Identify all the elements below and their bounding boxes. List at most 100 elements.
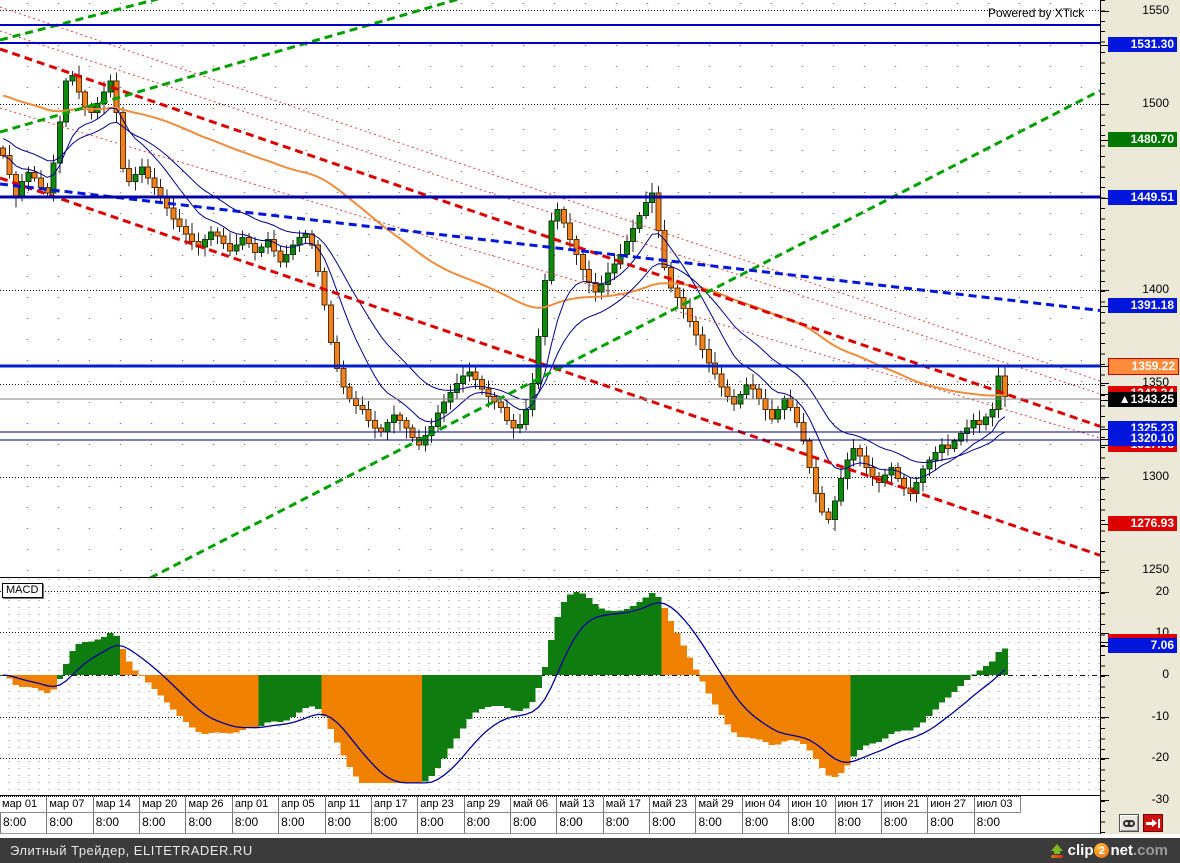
macd-bar — [863, 675, 870, 746]
time-label: 8:00 — [788, 813, 834, 833]
axis-price-marker: 1391.18 — [1108, 298, 1177, 313]
macd-bar — [850, 675, 857, 757]
macd-bar — [283, 675, 290, 721]
macd-bar — [497, 675, 505, 706]
macd-bar — [970, 674, 977, 675]
macd-bar — [81, 641, 89, 675]
macd-bar — [693, 669, 700, 675]
macd-bar — [321, 675, 328, 717]
macd-bar — [768, 675, 775, 745]
macd-bar — [252, 675, 259, 728]
macd-bar — [453, 675, 460, 739]
macd-bar — [138, 675, 145, 676]
macd-bar — [403, 675, 410, 783]
date-label: июн 17 — [834, 797, 881, 812]
panel-separator[interactable] — [0, 577, 1101, 578]
macd-bar — [730, 675, 738, 733]
price-chart-area[interactable] — [0, 0, 1100, 577]
date-label: мар 14 — [92, 797, 139, 812]
macd-bar — [327, 675, 334, 729]
macd-bar — [718, 675, 725, 715]
macd-bar — [913, 675, 920, 728]
macd-bar — [12, 675, 19, 685]
macd-bar — [107, 633, 114, 675]
date-label: мар 01 — [2, 798, 38, 810]
macd-bar — [333, 675, 341, 743]
axis-label: -20 — [1151, 750, 1169, 764]
trend-line — [0, 107, 1100, 439]
macd-bar — [919, 675, 927, 723]
trend-line — [0, 6, 1100, 382]
macd-bar — [837, 675, 845, 773]
logo-dotcom: .com — [1132, 842, 1168, 859]
axis-label: -10 — [1151, 709, 1169, 723]
price-gridline — [0, 477, 1100, 478]
date-label: апр 05 — [278, 797, 324, 812]
axis-major-tick — [1101, 592, 1109, 593]
macd-bar — [869, 675, 876, 744]
macd-indicator-area[interactable] — [0, 578, 1100, 795]
axis-major-tick — [1101, 646, 1109, 647]
macd-bar — [604, 610, 612, 675]
date-label: май 13 — [556, 797, 602, 812]
macd-bar — [882, 675, 889, 739]
clip2net-logo[interactable]: clip 2 net .com — [1050, 842, 1180, 859]
macd-bar — [522, 675, 530, 709]
macd-bar — [945, 675, 952, 698]
time-label: 8:00 — [602, 813, 649, 833]
macd-bar — [384, 675, 391, 783]
macd-bar — [31, 675, 38, 689]
macd-bar — [365, 675, 372, 783]
macd-bar — [705, 675, 712, 694]
macd-bar — [938, 675, 946, 703]
macd-bar — [699, 675, 706, 682]
axis-label: 1500 — [1142, 96, 1169, 110]
macd-bar — [94, 639, 101, 675]
time-label: 8:00 — [834, 813, 881, 833]
trend-line — [0, 0, 160, 42]
macd-bar — [963, 675, 971, 681]
macd-bar — [478, 675, 486, 709]
axis-label: 20 — [1155, 584, 1169, 598]
time-label: 8:00 — [973, 813, 1020, 833]
macd-bar — [56, 675, 64, 680]
macd-bar — [737, 675, 744, 737]
axis-price-marker: 1320.10 — [1108, 431, 1177, 446]
axis-major-tick — [1101, 439, 1109, 440]
macd-bar — [6, 675, 13, 679]
time-axis[interactable]: 8:00 8:00 8:00 8:00 8:00 8:00 8:00 8:00 8:00 8:00… — [0, 813, 1100, 834]
macd-bar — [144, 675, 152, 683]
value-axis[interactable]: 1550 1500 1400 1350 1300 1250 20 10 0 -10 -20 -30 15… — [1101, 0, 1180, 834]
macd-bar — [289, 675, 297, 718]
macd-bar — [119, 649, 127, 675]
price-gridline — [0, 10, 1100, 11]
macd-bar — [510, 675, 517, 711]
axis-major-tick — [1101, 11, 1109, 12]
arrow-to-end-icon — [1146, 818, 1160, 828]
go-to-latest-button[interactable] — [1143, 814, 1163, 832]
macd-bar — [472, 675, 479, 713]
time-label: 8:00 — [46, 813, 92, 833]
macd-bar — [69, 651, 76, 675]
macd-bar — [623, 608, 631, 675]
axis-major-tick — [1101, 366, 1109, 367]
macd-bar — [926, 675, 933, 717]
axis-major-tick — [1101, 394, 1109, 395]
time-label: 8:00 — [510, 813, 556, 833]
macd-bar — [302, 675, 309, 709]
macd-bar — [630, 605, 637, 675]
date-axis[interactable]: мар 01 мар 07 мар 14 мар 20 мар 26 апр 01 апр … — [0, 796, 1021, 813]
link-button[interactable] — [1119, 814, 1139, 832]
macd-bar — [541, 666, 549, 675]
axis-major-tick — [1101, 477, 1109, 478]
time-label: 8:00 — [0, 813, 46, 833]
macd-bar — [75, 644, 82, 675]
time-label: 8:00 — [278, 813, 324, 833]
macd-bar — [888, 675, 895, 734]
date-label: апр 11 — [324, 797, 371, 812]
axis-major-tick — [1101, 198, 1109, 199]
macd-bar — [573, 591, 580, 675]
time-label: 8:00 — [185, 813, 231, 833]
macd-bar — [315, 675, 322, 710]
